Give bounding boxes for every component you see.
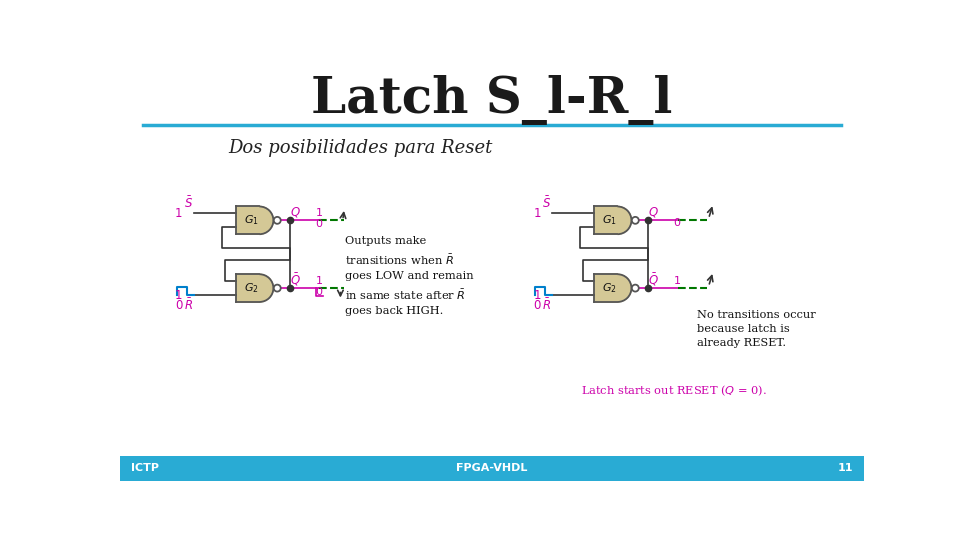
- Polygon shape: [594, 274, 632, 302]
- Circle shape: [632, 217, 638, 224]
- Text: 11: 11: [838, 463, 853, 473]
- Text: $G_2$: $G_2$: [603, 281, 617, 295]
- Text: $Q$: $Q$: [648, 205, 659, 219]
- Circle shape: [274, 285, 280, 292]
- Text: $\bar{S}$: $\bar{S}$: [183, 195, 193, 211]
- Text: 1: 1: [175, 207, 182, 220]
- Text: $G_1$: $G_1$: [602, 213, 617, 227]
- Circle shape: [274, 217, 280, 224]
- Text: Dos posibilidades para Reset: Dos posibilidades para Reset: [228, 139, 492, 157]
- Text: 0: 0: [533, 299, 540, 312]
- Text: $\bar{R}$: $\bar{R}$: [541, 298, 551, 313]
- Polygon shape: [236, 274, 274, 302]
- Text: $\bar{S}$: $\bar{S}$: [541, 195, 551, 211]
- Text: 1: 1: [316, 208, 323, 218]
- Text: 1: 1: [674, 276, 681, 286]
- Text: 1: 1: [533, 207, 540, 220]
- Text: 0: 0: [316, 287, 323, 297]
- Polygon shape: [236, 206, 274, 234]
- Text: No transitions occur
because latch is
already RESET.: No transitions occur because latch is al…: [697, 309, 816, 348]
- Text: $\bar{R}$: $\bar{R}$: [183, 298, 193, 313]
- Text: ICTP: ICTP: [131, 463, 158, 473]
- Bar: [120, 456, 864, 481]
- Text: $\bar{Q}$: $\bar{Q}$: [648, 272, 659, 288]
- Text: 1: 1: [316, 276, 323, 286]
- Text: $\bar{Q}$: $\bar{Q}$: [290, 272, 300, 288]
- Text: 1: 1: [533, 288, 540, 301]
- Circle shape: [632, 285, 638, 292]
- Text: 0: 0: [316, 219, 323, 229]
- Text: $G_2$: $G_2$: [245, 281, 259, 295]
- Text: Latch starts out RESET ($Q$ = 0).: Latch starts out RESET ($Q$ = 0).: [581, 383, 767, 398]
- Text: Latch S_l-R_l: Latch S_l-R_l: [311, 75, 673, 125]
- Text: 0: 0: [176, 299, 182, 312]
- Polygon shape: [594, 206, 632, 234]
- Text: $Q$: $Q$: [290, 205, 300, 219]
- Text: FPGA-VHDL: FPGA-VHDL: [456, 463, 528, 473]
- Text: $G_1$: $G_1$: [245, 213, 259, 227]
- Text: Outputs make
transitions when $\bar{R}$
goes LOW and remain
in same state after : Outputs make transitions when $\bar{R}$ …: [345, 236, 473, 316]
- Text: 1: 1: [175, 288, 182, 301]
- Text: 0: 0: [674, 218, 681, 228]
